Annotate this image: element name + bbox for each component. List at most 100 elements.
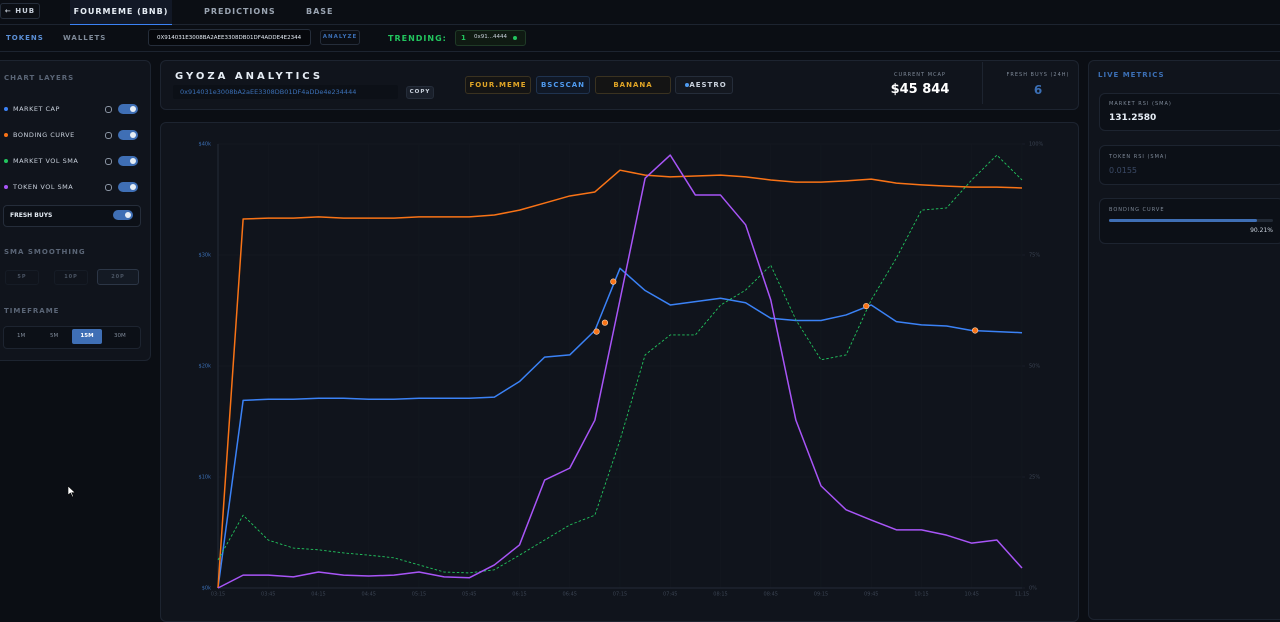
series-line [217,154,1023,589]
stat-label: FRESH BUYS (24H) [1006,72,1070,78]
token-address: 0x914031e3008bA2aEE3308DB01DF4aDDe4e2344… [173,85,398,99]
fresh-buys-label: FRESH BUYS [10,212,53,219]
link-button[interactable]: BSCSCAN [536,76,590,94]
timeframe-option-active[interactable]: 15M [72,329,102,344]
metric-card [1099,93,1280,131]
timeframe-option[interactable]: 5M [50,333,59,339]
timeframe-option[interactable]: 1M [17,333,26,339]
section-title: CHART LAYERS [4,74,75,82]
fresh-buy-marker [610,278,617,285]
stat-value: $45 844 [890,82,950,97]
series-line [217,267,1023,589]
trending-chip[interactable] [455,30,526,46]
y2-tick-label: 25% [1029,475,1040,481]
address-input[interactable]: 0X914031E3008BA2AEE3308DB01DF4ADDE4E2344 [148,29,311,46]
link-button[interactable]: BANANA [595,76,671,94]
analyze-button[interactable]: ANALYZE [320,30,360,45]
toggle[interactable] [113,210,133,220]
nav-tab[interactable]: BASE [306,7,334,16]
x-tick-label: 04:45 [362,592,376,598]
fresh-buy-marker [593,328,600,335]
fresh-buy-marker [971,327,979,334]
metric-label: BONDING CURVE [1109,207,1165,213]
cursor [68,486,76,498]
x-tick-label: 05:45 [462,592,476,598]
metric-value: 0.0155 [1109,166,1137,175]
trending-label: TRENDING: [388,34,447,43]
series-line [217,169,1023,589]
smoothing-option-active[interactable]: 20P [97,269,139,285]
legend-swatch [4,133,8,137]
fresh-buys-row[interactable] [3,205,141,227]
nav-tab-active[interactable]: FOURMEME (BNB) [70,0,172,25]
settings-icon[interactable] [105,158,112,165]
metric-card [1099,145,1280,185]
metric-value: 131.2580 [1109,113,1157,123]
x-tick-label: 03:45 [261,592,275,598]
y-tick-label: $10k [199,475,212,481]
smoothing-option[interactable]: 10P [54,270,88,285]
subnav-tab[interactable]: WALLETS [63,34,107,42]
x-tick-label: 07:45 [663,592,677,598]
y-tick-label: $40k [199,142,212,148]
subnav-tab-active[interactable]: TOKENS [6,34,44,42]
legend-label: BONDING CURVE [13,131,75,139]
metrics-panel [1088,60,1280,620]
y-tick-label: $0k [202,586,211,592]
back-button[interactable]: ← HUB [0,3,40,19]
y2-tick-label: 0% [1029,586,1037,592]
x-tick-label: 09:45 [864,592,878,598]
progress-bar [1109,219,1257,222]
link-button[interactable]: FOUR.MEME [465,76,531,94]
x-tick-label: 09:15 [814,592,828,598]
legend-label: MARKET CAP [13,105,60,113]
settings-icon[interactable] [105,184,112,191]
fresh-buy-marker [863,302,870,310]
metrics-title: LIVE METRICS [1098,71,1165,79]
settings-icon[interactable] [105,106,112,113]
x-tick-label: 05:15 [412,592,426,598]
trending-token: 0x91...4444 [474,34,507,40]
y2-tick-label: 50% [1029,364,1040,370]
x-tick-label: 08:45 [764,592,778,598]
x-tick-label: 10:15 [914,592,928,598]
x-tick-label: 03:15 [211,592,225,598]
link-button[interactable]: AESTRO [675,76,733,94]
settings-icon[interactable] [105,132,112,139]
legend-swatch [4,185,8,189]
legend-swatch [4,107,8,111]
legend-label: MARKET VOL SMA [13,157,79,165]
toggle[interactable] [118,182,138,192]
x-tick-label: 04:15 [311,592,325,598]
legend-label: TOKEN VOL SMA [13,183,74,191]
nav-tab[interactable]: PREDICTIONS [204,7,276,16]
subnav-border [0,51,1280,52]
x-tick-label: 10:45 [965,592,979,598]
chart-card [160,122,1079,622]
stat-value: 6 [1033,83,1043,97]
y2-tick-label: 100% [1029,142,1044,148]
section-title: TIMEFRAME [4,307,60,315]
x-tick-label: 06:15 [512,592,526,598]
top-nav [0,0,1280,25]
timeframe-option[interactable]: 30M [114,333,126,339]
trending-rank: 1 [461,34,467,42]
divider [982,62,983,104]
fresh-buy-marker [601,319,609,326]
y-tick-label: $30k [199,253,212,259]
copy-button[interactable]: COPY [406,86,434,99]
series-line [217,154,1023,574]
toggle[interactable] [118,156,138,166]
x-tick-label: 08:15 [713,592,727,598]
toggle[interactable] [118,130,138,140]
progress-track [1109,219,1273,222]
x-tick-label: 07:15 [613,592,627,598]
y-tick-label: $20k [199,364,212,370]
metric-label: TOKEN RSI (SMA) [1109,154,1168,160]
metric-label: MARKET RSI (SMA) [1109,101,1172,107]
smoothing-option[interactable]: 5P [5,270,39,285]
x-tick-label: 11:15 [1015,592,1029,598]
toggle[interactable] [118,104,138,114]
